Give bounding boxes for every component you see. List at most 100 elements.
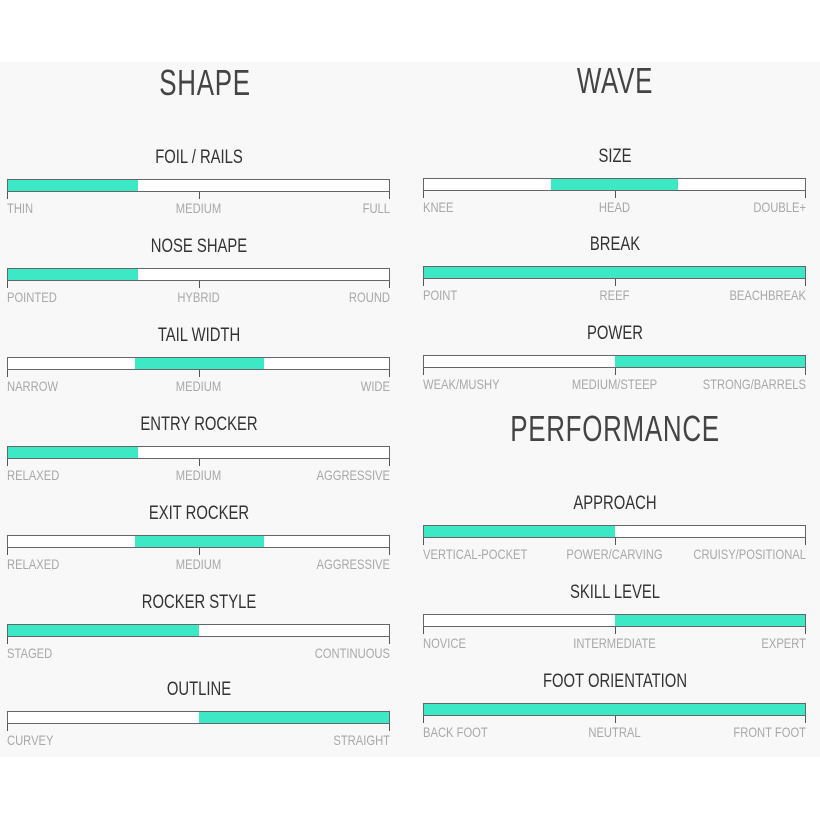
scale-label: ROUND (348, 289, 390, 305)
scale-tick (615, 191, 616, 198)
row-title: ROCKER STYLE (141, 592, 257, 613)
scale-label: RELAXED (7, 556, 60, 572)
scale-tick (423, 279, 424, 286)
rating-bar (423, 355, 806, 368)
rating-bar (423, 614, 806, 627)
wave-heading: WAVE (576, 60, 654, 101)
rating-fill (424, 267, 805, 278)
scale-label: AGGRESSIVE (316, 556, 390, 572)
rating-fill (424, 704, 805, 715)
scale-tick (389, 459, 390, 466)
scale-label: MEDIUM (175, 467, 222, 483)
scale-label: WEAK/MUSHY (423, 376, 500, 392)
row-title: FOIL / RAILS (155, 147, 243, 168)
scale-tick (389, 548, 390, 555)
rating-bar (7, 711, 390, 724)
scale-tick (7, 281, 8, 288)
scale-label: STRAIGHT (333, 732, 390, 748)
scale-tick (805, 627, 806, 634)
scale-tick (805, 716, 806, 723)
scale-tick (615, 368, 616, 375)
rating-bar (423, 525, 806, 538)
row-title: APPROACH (573, 493, 657, 514)
spec-panel (0, 62, 820, 757)
scale-tick (615, 279, 616, 286)
rating-fill (551, 179, 678, 190)
scale-tick (423, 538, 424, 545)
scale-tick (423, 368, 424, 375)
rating-fill (614, 615, 805, 626)
rating-fill (8, 625, 199, 636)
scale-tick (199, 281, 200, 288)
row-title: SKILL LEVEL (569, 582, 661, 603)
scale-label: STRONG/BARRELS (702, 376, 806, 392)
scale-label: MEDIUM/STEEP (571, 376, 658, 392)
scale-label: BACK FOOT (423, 724, 488, 740)
scale-label: HYBRID (177, 289, 220, 305)
rating-bar (423, 266, 806, 279)
scale-label: HEAD (598, 199, 631, 215)
scale-label: NEUTRAL (588, 724, 641, 740)
scale-label: CRUISY/POSITIONAL (693, 546, 806, 562)
scale-tick (389, 281, 390, 288)
scale-label: DOUBLE+ (753, 199, 806, 215)
scale-tick (199, 548, 200, 555)
scale-tick (805, 191, 806, 198)
scale-tick (423, 191, 424, 198)
rating-fill (134, 358, 265, 369)
rating-fill (8, 269, 138, 280)
rating-bar (7, 357, 390, 370)
scale-tick (7, 637, 8, 644)
rating-fill (424, 526, 615, 537)
rating-bar (7, 624, 390, 637)
scale-tick (805, 279, 806, 286)
scale-tick (423, 627, 424, 634)
scale-label: POWER/CARVING (566, 546, 663, 562)
rating-bar (423, 703, 806, 716)
row-title: EXIT ROCKER (148, 503, 250, 524)
row-title: BREAK (589, 234, 641, 255)
scale-label: KNEE (423, 199, 454, 215)
rating-bar (7, 268, 390, 281)
scale-tick (805, 538, 806, 545)
scale-tick (389, 370, 390, 377)
scale-tick (7, 724, 8, 731)
scale-label: INTERMEDIATE (573, 635, 656, 651)
scale-tick (199, 192, 200, 199)
rating-fill (134, 536, 265, 547)
row-title: POWER (587, 323, 643, 344)
scale-tick (7, 370, 8, 377)
scale-tick (615, 716, 616, 723)
scale-label: CONTINUOUS (314, 645, 390, 661)
scale-label: MEDIUM (175, 556, 222, 572)
scale-label: CURVEY (7, 732, 54, 748)
rating-fill (8, 180, 138, 191)
scale-label: AGGRESSIVE (316, 467, 390, 483)
scale-tick (615, 538, 616, 545)
rating-fill (198, 712, 389, 723)
row-title: OUTLINE (166, 679, 232, 700)
scale-label: NOVICE (423, 635, 466, 651)
scale-label: MEDIUM (175, 200, 222, 216)
scale-label: WIDE (360, 378, 390, 394)
scale-tick (7, 192, 8, 199)
rating-bar (7, 535, 390, 548)
row-title: FOOT ORIENTATION (542, 671, 688, 692)
rating-bar (7, 446, 390, 459)
scale-tick (389, 724, 390, 731)
scale-tick (7, 459, 8, 466)
scale-label: THIN (7, 200, 34, 216)
scale-label: RELAXED (7, 467, 60, 483)
scale-tick (389, 637, 390, 644)
scale-tick (199, 370, 200, 377)
rating-fill (8, 447, 138, 458)
scale-label: EXPERT (761, 635, 806, 651)
scale-label: POINT (423, 287, 458, 303)
scale-tick (423, 716, 424, 723)
scale-tick (199, 459, 200, 466)
rating-bar (7, 179, 390, 192)
row-title: NOSE SHAPE (150, 236, 248, 257)
scale-label: POINTED (7, 289, 57, 305)
row-title: SIZE (598, 146, 632, 167)
shape-heading: SHAPE (159, 62, 251, 103)
